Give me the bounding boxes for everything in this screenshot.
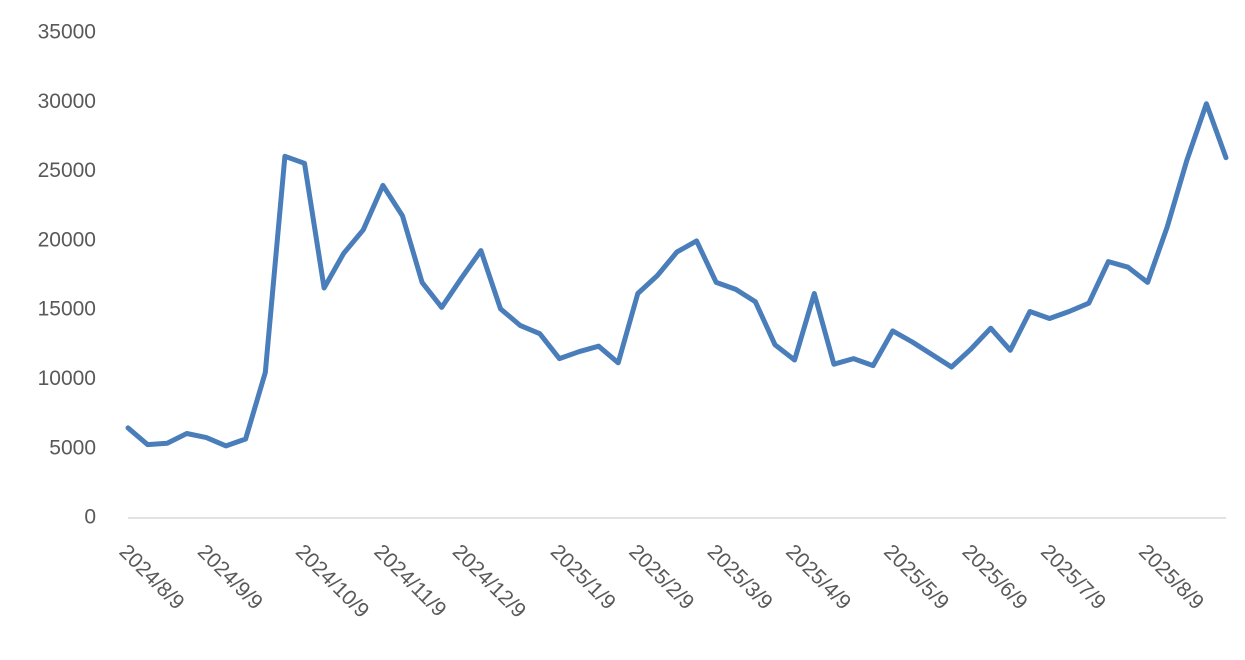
y-tick-label: 0 bbox=[84, 506, 96, 529]
x-tick-label: 2024/8/9 bbox=[115, 540, 189, 614]
x-tick-label: 2024/9/9 bbox=[193, 540, 267, 614]
y-tick-label: 35000 bbox=[38, 21, 96, 44]
y-tick-label: 10000 bbox=[38, 367, 96, 390]
data-line bbox=[125, 101, 1229, 449]
x-tick-label: 2024/10/9 bbox=[291, 540, 373, 622]
y-tick-label: 5000 bbox=[49, 436, 96, 459]
y-tick-label: 30000 bbox=[38, 90, 96, 113]
y-tick-label: 20000 bbox=[38, 228, 96, 251]
x-tick-label: 2025/3/9 bbox=[703, 540, 777, 614]
x-tick-label: 2025/4/9 bbox=[781, 540, 855, 614]
y-tick-label: 15000 bbox=[38, 298, 96, 321]
x-tick-label: 2025/5/9 bbox=[879, 540, 953, 614]
x-tick-label: 2025/1/9 bbox=[546, 540, 620, 614]
x-tick-label: 2024/11/9 bbox=[369, 540, 450, 621]
x-tick-label: 2025/2/9 bbox=[624, 540, 698, 614]
x-tick-label: 2025/6/9 bbox=[958, 540, 1032, 614]
x-tick-label: 2024/12/9 bbox=[448, 540, 530, 622]
x-tick-label: 2025/8/9 bbox=[1134, 540, 1208, 614]
y-tick-label: 25000 bbox=[38, 159, 96, 182]
x-tick-label: 2025/7/9 bbox=[1036, 540, 1110, 614]
